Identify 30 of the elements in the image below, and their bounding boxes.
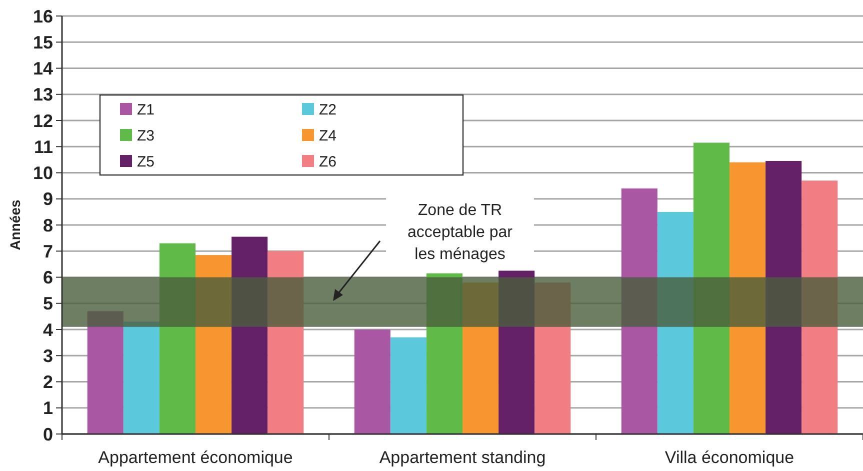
y-tick-label: 7	[42, 241, 53, 262]
legend-label: Z2	[319, 101, 337, 118]
x-tick-label: Villa économique	[664, 448, 794, 467]
y-tick-label: 1	[42, 398, 53, 418]
y-tick-label: 11	[34, 136, 53, 157]
y-tick-label: 3	[42, 346, 53, 366]
band-label: Zone de TR acceptable par les ménages	[408, 202, 514, 263]
y-tick-label: 0	[42, 424, 53, 444]
y-tick-label: 2	[42, 372, 53, 392]
y-tick-label: 9	[42, 189, 53, 210]
legend-label: Z1	[137, 101, 155, 118]
y-tick-label: 10	[32, 163, 53, 184]
y-tick-label: 4	[42, 320, 53, 340]
legend-label: Z4	[319, 127, 337, 144]
y-tick-label: 16	[32, 6, 53, 26]
y-tick-label: 12	[32, 110, 53, 131]
y-axis-title: Années	[7, 200, 23, 250]
y-tick-label: 15	[32, 32, 53, 52]
bar	[354, 330, 390, 434]
bar	[390, 337, 426, 434]
x-tick-label: Appartement standing	[379, 448, 546, 467]
y-tick-label: 13	[32, 84, 53, 105]
x-tick-label: Appartement économique	[98, 448, 293, 467]
y-tick-label: 5	[42, 294, 53, 314]
legend-label: Z5	[137, 153, 155, 170]
y-tick-label: 6	[42, 268, 53, 288]
y-tick-label: 14	[32, 58, 53, 79]
legend-label: Z3	[137, 127, 155, 144]
y-tick-label: 8	[42, 215, 53, 236]
legend-label: Z6	[319, 153, 337, 170]
